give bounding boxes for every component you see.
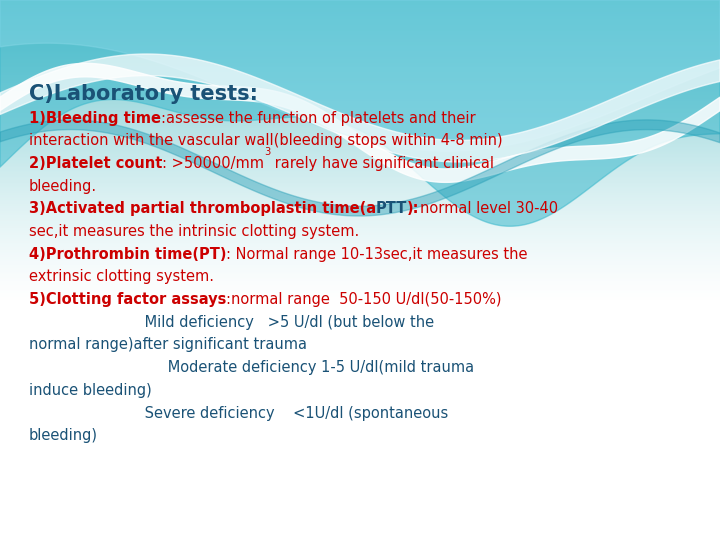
Text: Severe deficiency    <1U/dl (spontaneous: Severe deficiency <1U/dl (spontaneous [29, 406, 448, 421]
Text: PTT: PTT [376, 201, 408, 217]
Text: 3)Activated partial thromboplastin time(a: 3)Activated partial thromboplastin time(… [29, 201, 376, 217]
Text: 1)Bleeding time: 1)Bleeding time [29, 111, 161, 126]
Text: : Normal range 10-13sec,it measures the: : Normal range 10-13sec,it measures the [226, 247, 528, 262]
Text: interaction with the vascular wall(bleeding stops within 4-8 min): interaction with the vascular wall(bleed… [29, 133, 503, 148]
Text: 5)Clotting factor assays: 5)Clotting factor assays [29, 292, 226, 307]
Text: normal level 30-40: normal level 30-40 [420, 201, 558, 217]
Text: :assesse the function of platelets and their: :assesse the function of platelets and t… [161, 111, 475, 126]
Text: bleeding.: bleeding. [29, 179, 97, 194]
Text: 2)Platelet count: 2)Platelet count [29, 156, 162, 171]
Text: extrinsic clotting system.: extrinsic clotting system. [29, 269, 214, 285]
Text: induce bleeding): induce bleeding) [29, 383, 151, 398]
Text: bleeding): bleeding) [29, 428, 98, 443]
Text: Moderate deficiency 1-5 U/dl(mild trauma: Moderate deficiency 1-5 U/dl(mild trauma [29, 360, 474, 375]
Text: :normal range  50-150 U/dl(50-150%): :normal range 50-150 U/dl(50-150%) [226, 292, 502, 307]
Text: 4)Prothrombin time(PT): 4)Prothrombin time(PT) [29, 247, 226, 262]
Text: normal range)after significant trauma: normal range)after significant trauma [29, 338, 307, 353]
Text: 3: 3 [264, 147, 271, 158]
Text: rarely have significant clinical: rarely have significant clinical [271, 156, 495, 171]
Text: : >50000/mm: : >50000/mm [162, 156, 264, 171]
Text: sec,it measures the intrinsic clotting system.: sec,it measures the intrinsic clotting s… [29, 224, 359, 239]
Text: ):: ): [408, 201, 420, 217]
Text: C)Laboratory tests:: C)Laboratory tests: [29, 84, 258, 104]
Text: Mild deficiency   >5 U/dl (but below the: Mild deficiency >5 U/dl (but below the [29, 315, 434, 330]
